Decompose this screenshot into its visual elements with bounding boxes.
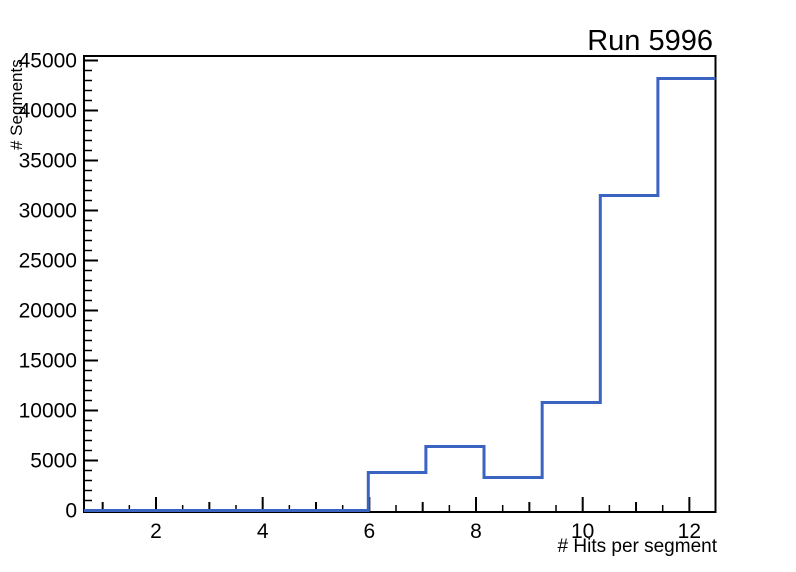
x-tick-label: 10 — [571, 520, 594, 543]
x-tick-label: 8 — [470, 520, 482, 543]
plot-frame — [83, 55, 717, 513]
x-axis-title: # Hits per segment — [557, 536, 717, 557]
y-tick-label: 0 — [65, 500, 77, 523]
y-tick-label: 25000 — [19, 250, 77, 273]
x-tick-label: 4 — [257, 520, 269, 543]
x-tick-label: 2 — [150, 520, 162, 543]
x-tick-label: 6 — [364, 520, 376, 543]
y-tick-label: 5000 — [30, 450, 77, 473]
x-tick-label: 12 — [678, 520, 701, 543]
y-tick-label: 20000 — [19, 300, 77, 323]
y-tick-label: 10000 — [19, 400, 77, 423]
y-tick-label: 30000 — [19, 200, 77, 223]
histogram-line — [84, 77, 716, 512]
chart-title: Run 5996 — [587, 25, 713, 57]
y-tick-label: 35000 — [19, 150, 77, 173]
y-tick-label: 15000 — [19, 350, 77, 373]
y-tick-label: 45000 — [19, 50, 77, 73]
y-tick-label: 40000 — [19, 100, 77, 123]
